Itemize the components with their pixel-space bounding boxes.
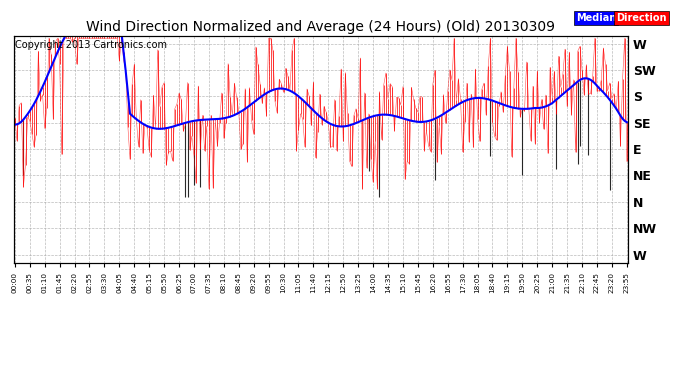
Text: Median: Median bbox=[576, 13, 616, 23]
Text: Copyright 2013 Cartronics.com: Copyright 2013 Cartronics.com bbox=[15, 40, 167, 50]
Text: Direction: Direction bbox=[616, 13, 667, 23]
Title: Wind Direction Normalized and Average (24 Hours) (Old) 20130309: Wind Direction Normalized and Average (2… bbox=[86, 21, 555, 34]
